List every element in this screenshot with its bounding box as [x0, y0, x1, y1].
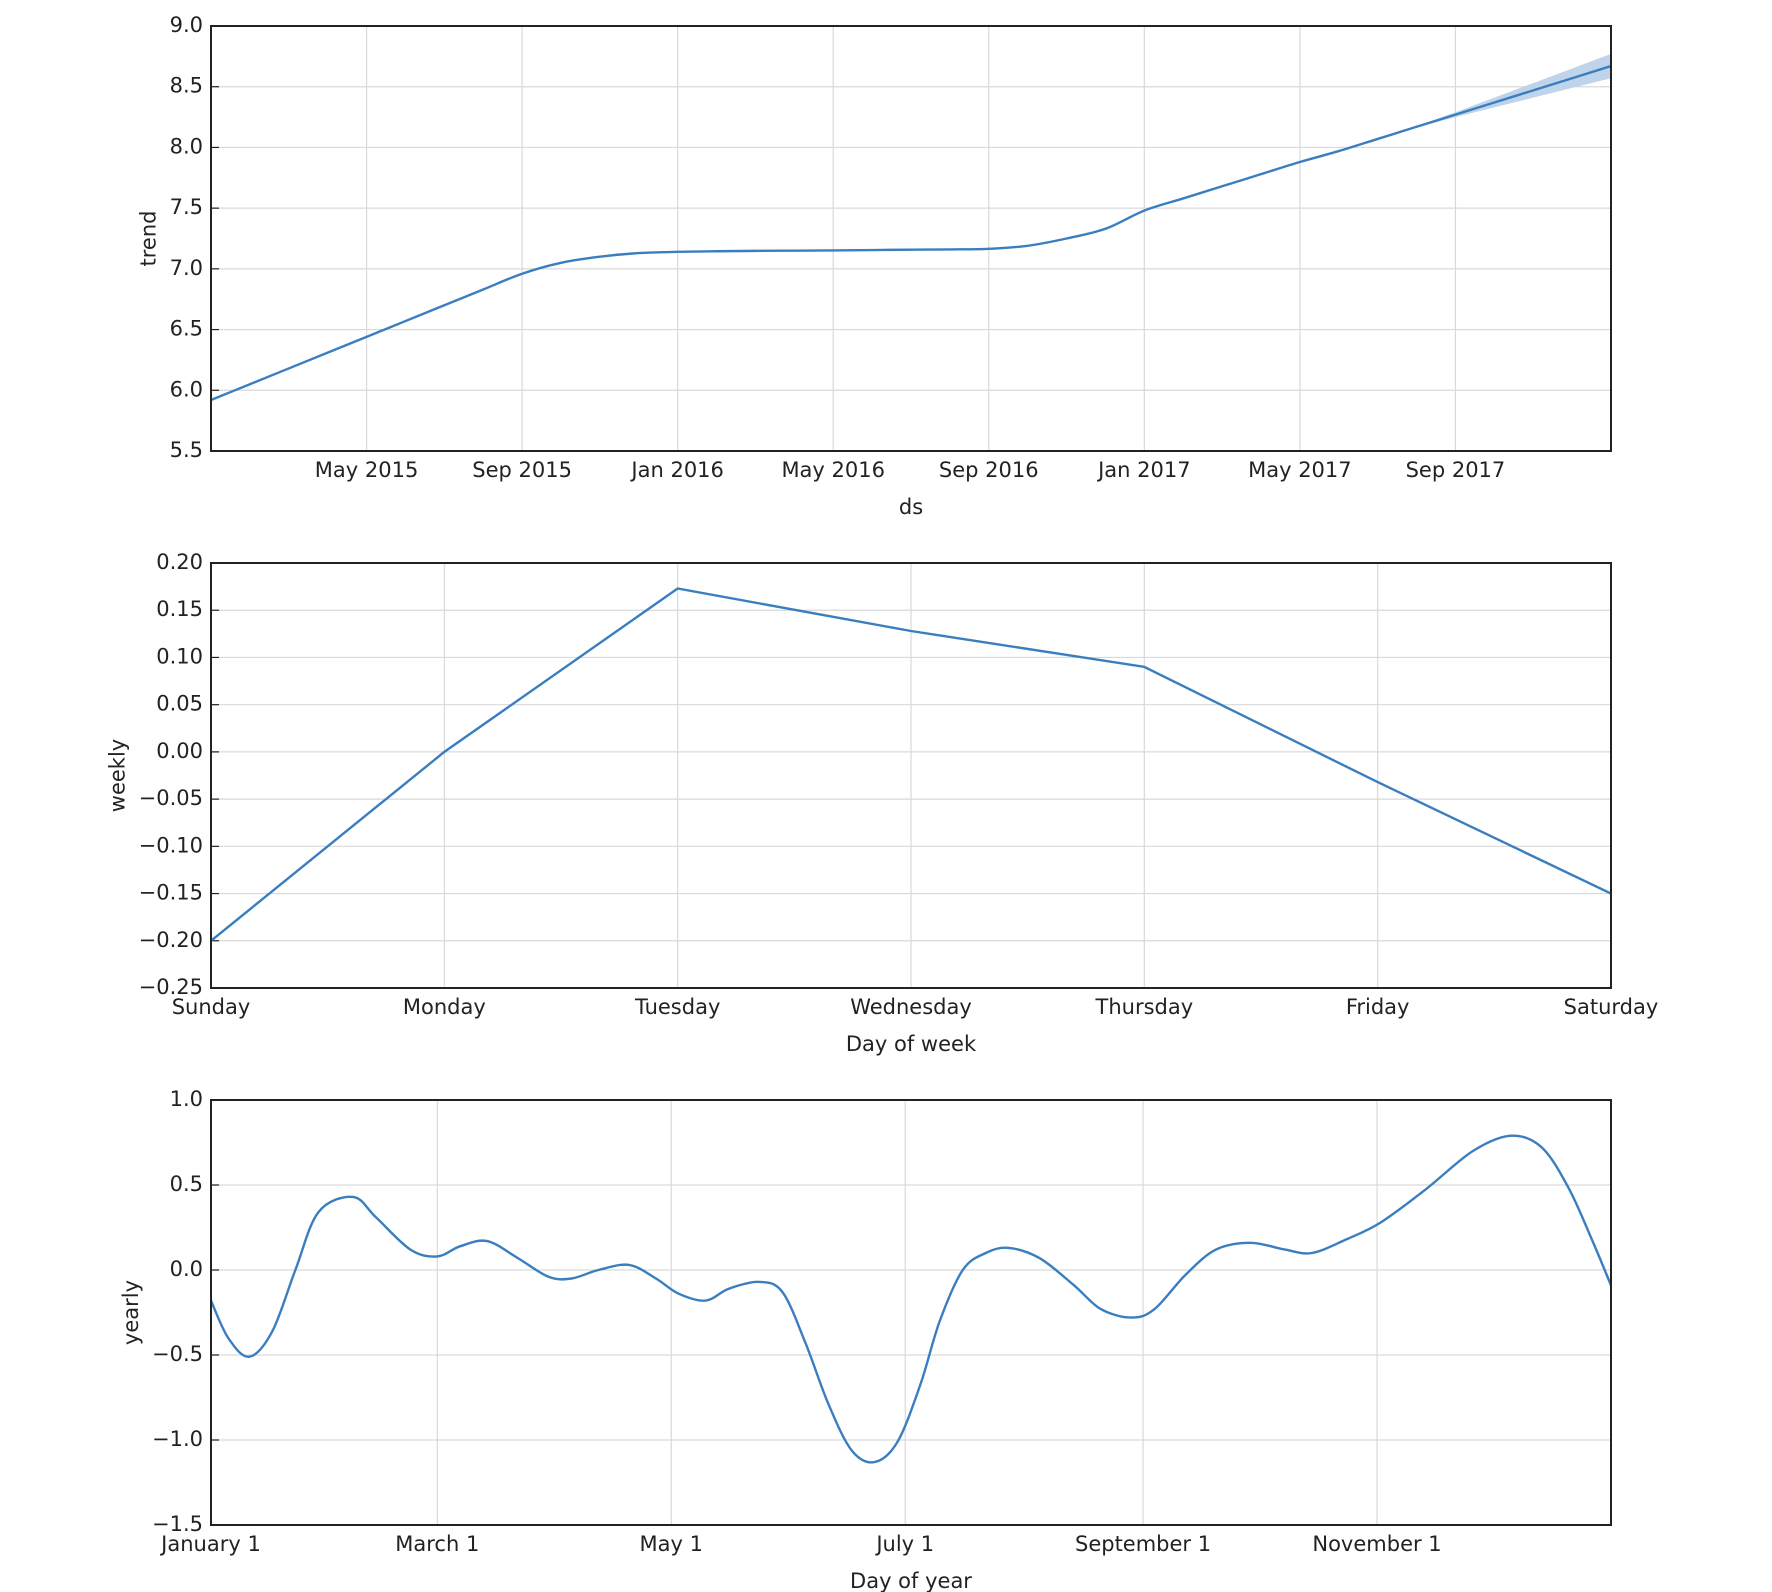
chart: −1.5 −1.0 −0.5 0.0 0.5 1.0 January 1 March 1 May…	[119, 1087, 1613, 1592]
x-tick-label: Sep 2015	[472, 458, 572, 482]
y-tick-label: 0.00	[156, 739, 203, 763]
x-axis-label: Day of week	[846, 1032, 977, 1056]
plot-frame	[210, 562, 1612, 989]
y-tick-label: −1.0	[152, 1427, 203, 1451]
x-tick-label: Jan 2016	[629, 458, 724, 482]
x-tick-label: Jan 2017	[1096, 458, 1191, 482]
x-tick-label: November 1	[1312, 1532, 1441, 1556]
y-tick-label: −0.15	[139, 881, 203, 905]
y-tick-label: 0.20	[156, 550, 203, 574]
y-tick-label: 0.10	[156, 644, 203, 668]
x-tick-label: Tuesday	[634, 995, 720, 1019]
x-tick-label: January 1	[159, 1532, 261, 1556]
chart: −0.25 −0.20 −0.15 −0.10 −0.05 0.00 0.05 0.10 0.1…	[106, 550, 1659, 1056]
series-line	[210, 64, 1612, 402]
y-tick-label: 6.0	[170, 377, 203, 401]
y-tick-label: 7.0	[170, 256, 203, 280]
uncertainty-band	[211, 53, 1611, 401]
x-axis-label: ds	[899, 495, 923, 519]
y-tick-label: 7.5	[170, 195, 203, 219]
x-tick-label: Saturday	[1564, 995, 1659, 1019]
x-tick-label: May 2015	[315, 458, 419, 482]
y-tick-label: −0.05	[139, 786, 203, 810]
x-tick-label: March 1	[395, 1532, 479, 1556]
y-tick-label: 1.0	[170, 1087, 203, 1111]
x-tick-label: Sep 2016	[939, 458, 1039, 482]
y-tick-label: 5.5	[170, 438, 203, 462]
y-axis-label: weekly	[106, 739, 130, 812]
series-line	[209, 1134, 1613, 1464]
y-tick-label: 8.0	[170, 134, 203, 158]
y-tick-label: 0.15	[156, 597, 203, 621]
x-tick-label: Wednesday	[850, 995, 972, 1019]
x-tick-label: May 2016	[781, 458, 885, 482]
x-tick-label: Monday	[403, 995, 486, 1019]
y-tick-label: 0.0	[170, 1257, 203, 1281]
plot-frame	[210, 1099, 1612, 1526]
y-axis-label: yearly	[119, 1280, 143, 1345]
x-tick-label: Sep 2017	[1406, 458, 1506, 482]
y-tick-label: −0.10	[139, 833, 203, 857]
x-tick-label: May 1	[640, 1532, 703, 1556]
x-tick-label: September 1	[1075, 1532, 1211, 1556]
y-tick-label: −0.20	[139, 928, 203, 952]
x-tick-label: Thursday	[1095, 995, 1194, 1019]
y-tick-label: 0.5	[170, 1172, 203, 1196]
plot-frame	[210, 25, 1612, 452]
y-tick-label: 6.5	[170, 317, 203, 341]
y-tick-label: 9.0	[170, 13, 203, 37]
x-tick-label: July 1	[874, 1532, 934, 1556]
y-tick-label: 8.5	[170, 74, 203, 98]
y-tick-label: −0.25	[139, 975, 203, 999]
x-tick-label: May 2017	[1248, 458, 1352, 482]
series-line	[210, 587, 1612, 942]
y-tick-label: −1.5	[152, 1512, 203, 1536]
y-tick-label: 0.05	[156, 692, 203, 716]
x-axis-label: Day of year	[850, 1569, 972, 1592]
x-tick-label: Sunday	[172, 995, 251, 1019]
x-tick-label: Friday	[1346, 995, 1410, 1019]
chart: 5.5 6.0 6.5 7.0 7.5 8.0 8.5 9.0 May 2015 Sep 2015…	[137, 13, 1612, 519]
y-tick-label: −0.5	[152, 1342, 203, 1366]
y-axis-label: trend	[137, 211, 161, 267]
